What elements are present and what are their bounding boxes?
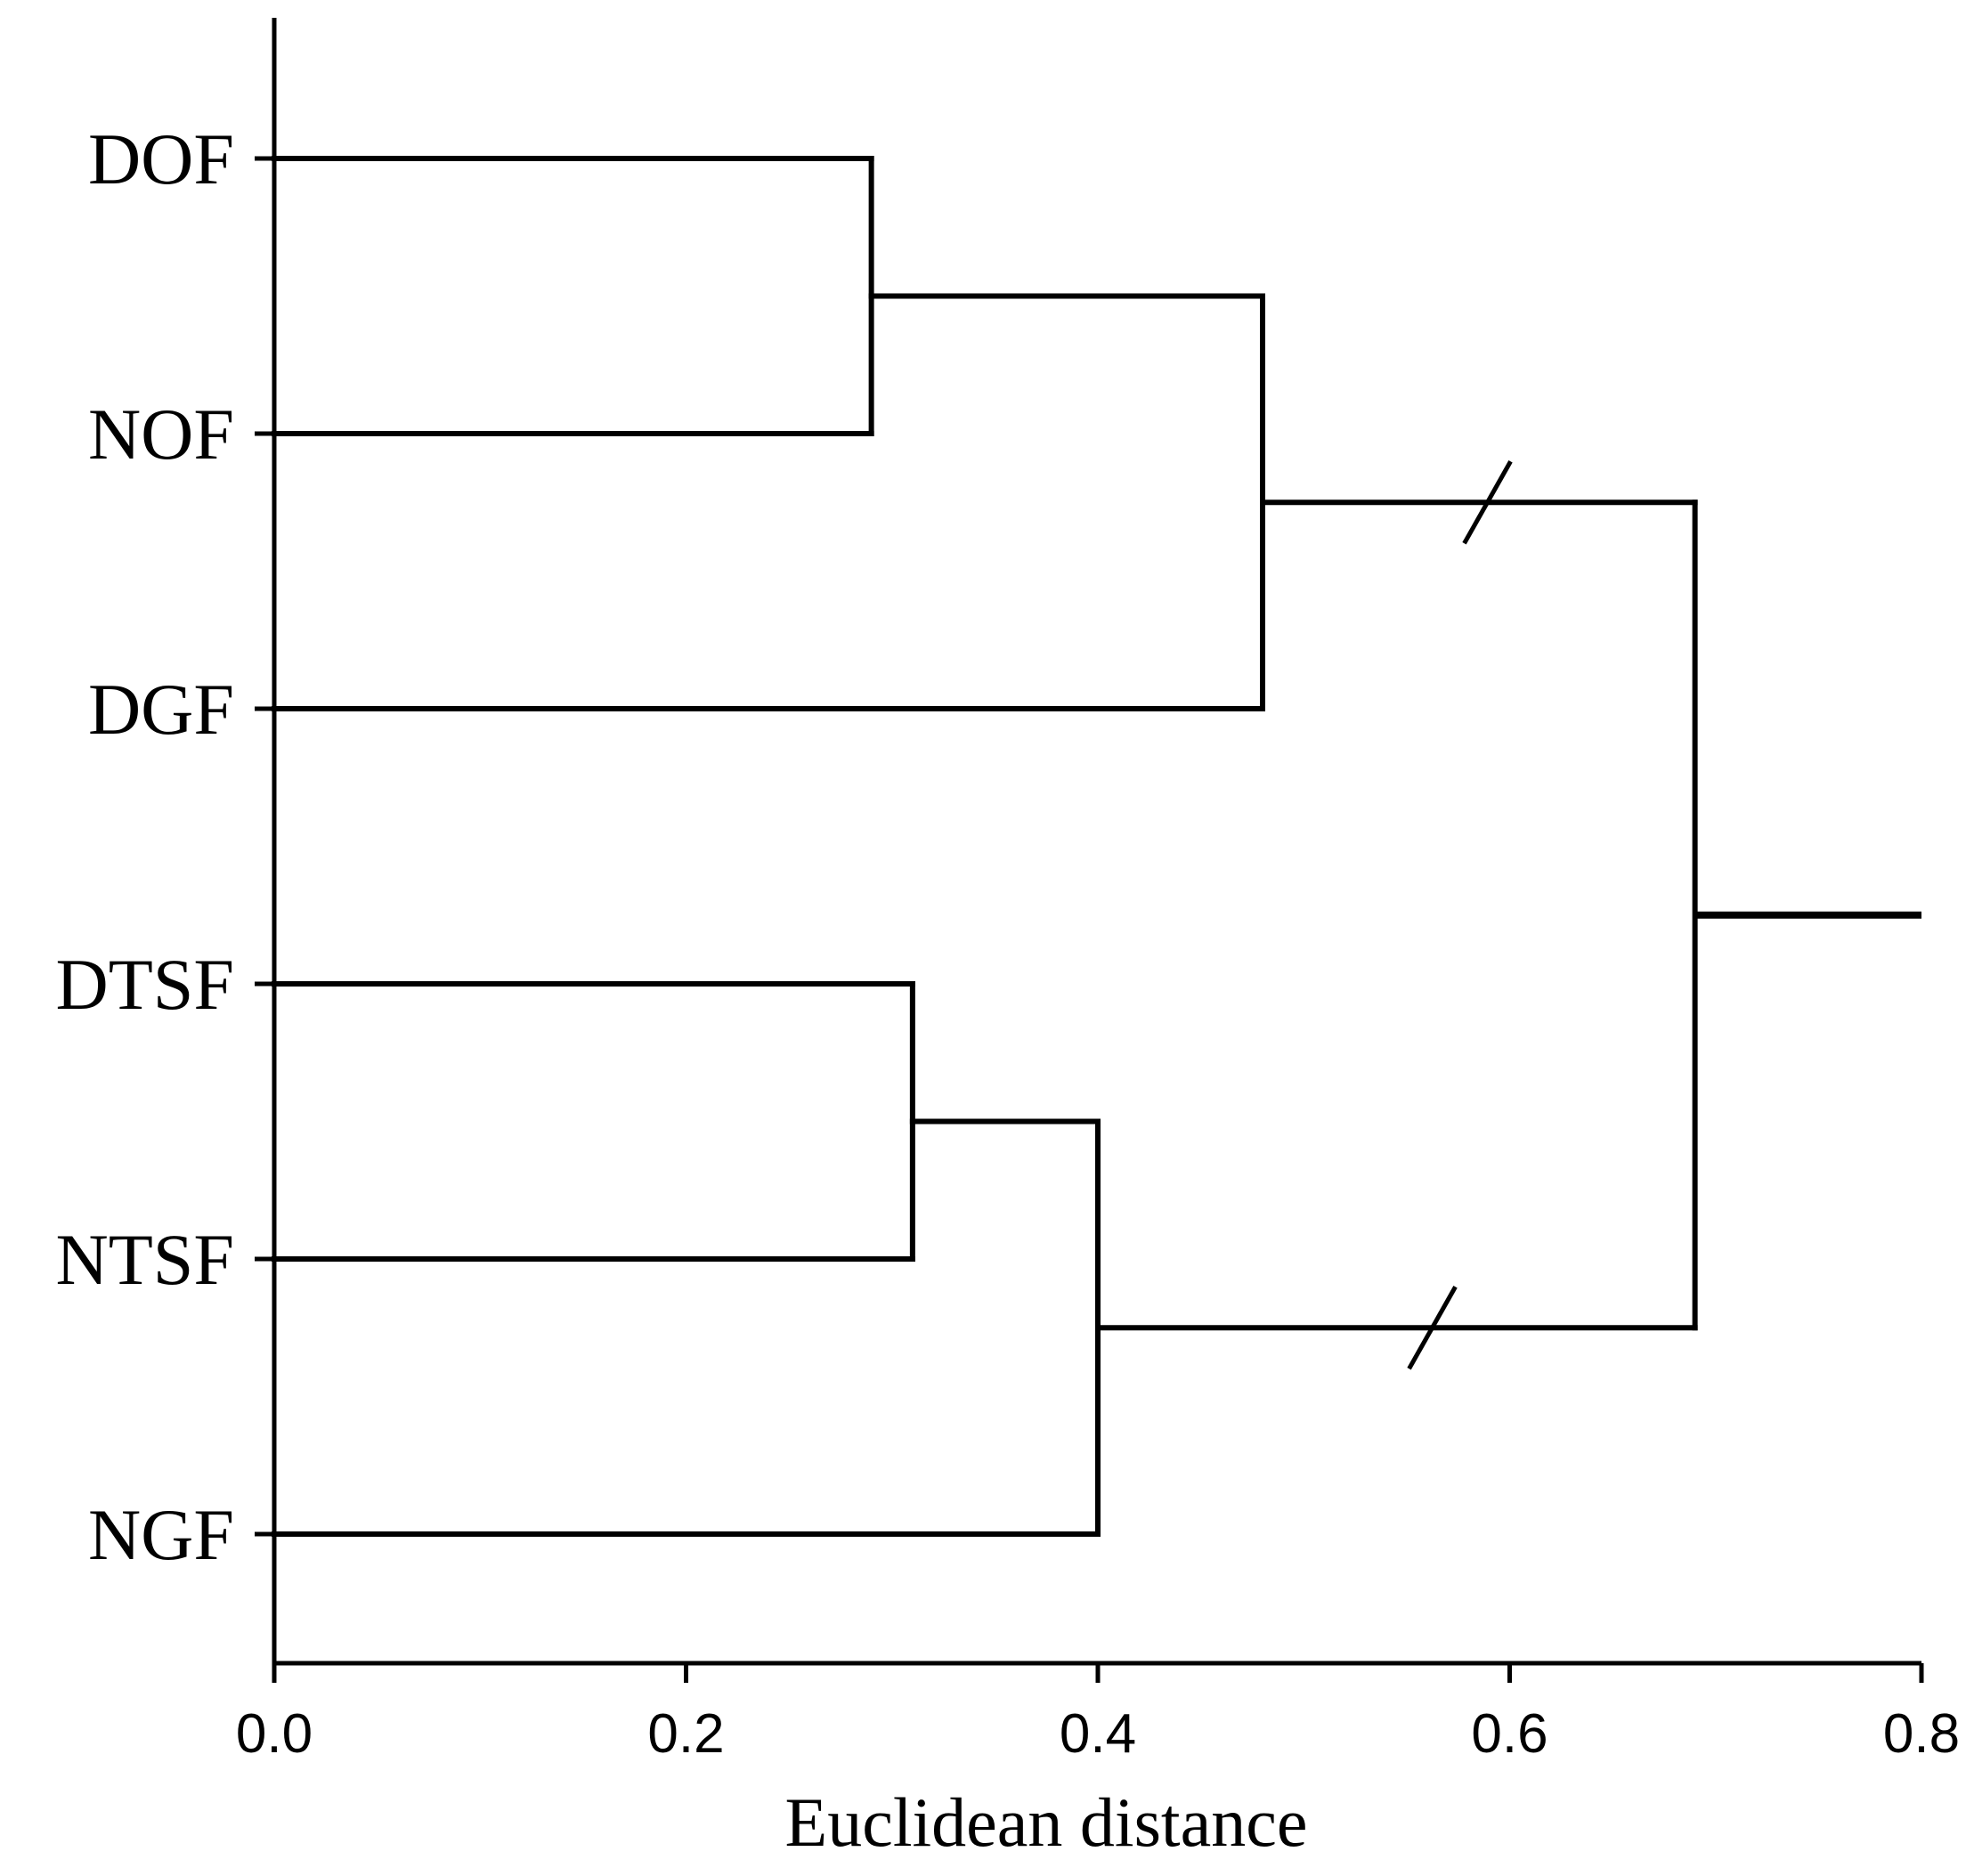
x-axis-title: Euclidean distance [785, 1783, 1308, 1861]
x-tick-label: 0.2 [647, 1703, 724, 1765]
leaf-label-dtsf: DTSF [55, 944, 234, 1025]
axes-layer: 0.0 0.2 0.4 0.6 0.8 [236, 18, 1960, 1765]
x-tick-label: 0.4 [1060, 1703, 1136, 1765]
x-tick-label: 0.8 [1883, 1703, 1960, 1765]
leaf-label-nof: NOF [88, 394, 234, 475]
branches-layer [272, 156, 1921, 1537]
leaf-label-ntsf: NTSF [55, 1219, 234, 1300]
leaf-label-dgf: DGF [88, 669, 234, 750]
axis-break-mark [1462, 460, 1513, 545]
x-tick-label: 0.0 [236, 1703, 313, 1765]
labels-layer: DOF NOF DGF DTSF NTSF NGF [55, 118, 234, 1575]
axis-break-mark [1407, 1286, 1458, 1370]
leaf-label-ngf: NGF [88, 1494, 234, 1575]
leaf-label-dof: DOF [88, 118, 234, 199]
x-tick-label: 0.6 [1471, 1703, 1548, 1765]
